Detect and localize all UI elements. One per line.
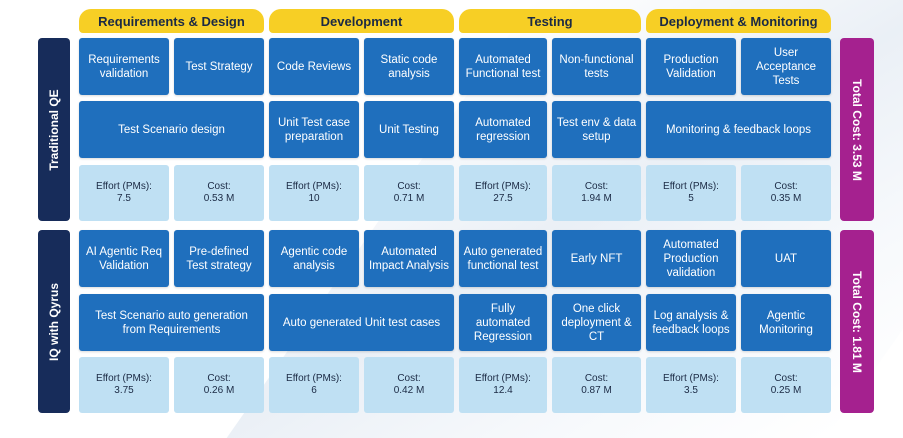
trad-monitoring-feedback-loops: Monitoring & feedback loops	[646, 101, 831, 158]
qyrus-agentic-code-analysis: Agentic code analysis	[269, 230, 359, 287]
trad-cost-req: Cost: 0.53 M	[174, 165, 264, 221]
phase-testing: Testing	[459, 9, 641, 33]
traditional-total-cost: Total Cost: 3.53 M	[840, 38, 874, 221]
trad-cost-deploy: Cost: 0.35 M	[741, 165, 831, 221]
qyrus-automated-production-validation: Automated Production validation	[646, 230, 736, 287]
qyrus-auto-generated-functional-test: Auto generated functional test	[459, 230, 547, 287]
trad-unit-test-case-preparation: Unit Test case preparation	[269, 101, 359, 158]
qyrus-cost-deploy: Cost: 0.25 M	[741, 357, 831, 413]
trad-automated-functional-test: Automated Functional test	[459, 38, 547, 95]
trad-automated-regression: Automated regression	[459, 101, 547, 158]
qyrus-cost-dev: Cost: 0.42 M	[364, 357, 454, 413]
trad-non-functional-tests: Non-functional tests	[552, 38, 641, 95]
trad-user-acceptance-tests: User Acceptance Tests	[741, 38, 831, 95]
trad-effort-deploy: Effort (PMs): 5	[646, 165, 736, 221]
trad-effort-req: Effort (PMs): 7.5	[79, 165, 169, 221]
trad-test-scenario-design: Test Scenario design	[79, 101, 264, 158]
phase-development: Development	[269, 9, 454, 33]
phase-deployment-monitoring: Deployment & Monitoring	[646, 9, 831, 33]
trad-test-strategy: Test Strategy	[174, 38, 264, 95]
phase-requirements-design: Requirements & Design	[79, 9, 264, 33]
qyrus-cost-req: Cost: 0.26 M	[174, 357, 264, 413]
trad-requirements-validation: Requirements validation	[79, 38, 169, 95]
qyrus-total-cost: Total Cost: 1.81 M	[840, 230, 874, 413]
qyrus-early-nft: Early NFT	[552, 230, 641, 287]
qyrus-fully-automated-regression: Fully automated Regression	[459, 294, 547, 351]
trad-unit-testing: Unit Testing	[364, 101, 454, 158]
qyrus-effort-dev: Effort (PMs): 6	[269, 357, 359, 413]
qyrus-agentic-monitoring: Agentic Monitoring	[741, 294, 831, 351]
trad-static-code-analysis: Static code analysis	[364, 38, 454, 95]
qyrus-cost-test: Cost: 0.87 M	[552, 357, 641, 413]
qyrus-effort-test: Effort (PMs): 12.4	[459, 357, 547, 413]
trad-effort-dev: Effort (PMs): 10	[269, 165, 359, 221]
qyrus-effort-req: Effort (PMs): 3.75	[79, 357, 169, 413]
trad-cost-test: Cost: 1.94 M	[552, 165, 641, 221]
qyrus-log-analysis-feedback-loops: Log analysis & feedback loops	[646, 294, 736, 351]
trad-production-validation: Production Validation	[646, 38, 736, 95]
trad-cost-dev: Cost: 0.71 M	[364, 165, 454, 221]
qyrus-ai-agentic-req-validation: AI Agentic Req Validation	[79, 230, 169, 287]
iq-with-qyrus-label: IQ with Qyrus	[38, 230, 70, 413]
qyrus-uat: UAT	[741, 230, 831, 287]
qyrus-auto-generated-unit-test-cases: Auto generated Unit test cases	[269, 294, 454, 351]
qyrus-one-click-deployment: One click deployment & CT	[552, 294, 641, 351]
trad-code-reviews: Code Reviews	[269, 38, 359, 95]
qyrus-test-scenario-auto-generation: Test Scenario auto generation from Requi…	[79, 294, 264, 351]
traditional-qe-label: Traditional QE	[38, 38, 70, 221]
qyrus-predefined-test-strategy: Pre-defined Test strategy	[174, 230, 264, 287]
trad-effort-test: Effort (PMs): 27.5	[459, 165, 547, 221]
qyrus-effort-deploy: Effort (PMs): 3.5	[646, 357, 736, 413]
trad-test-env-data-setup: Test env & data setup	[552, 101, 641, 158]
qyrus-automated-impact-analysis: Automated Impact Analysis	[364, 230, 454, 287]
